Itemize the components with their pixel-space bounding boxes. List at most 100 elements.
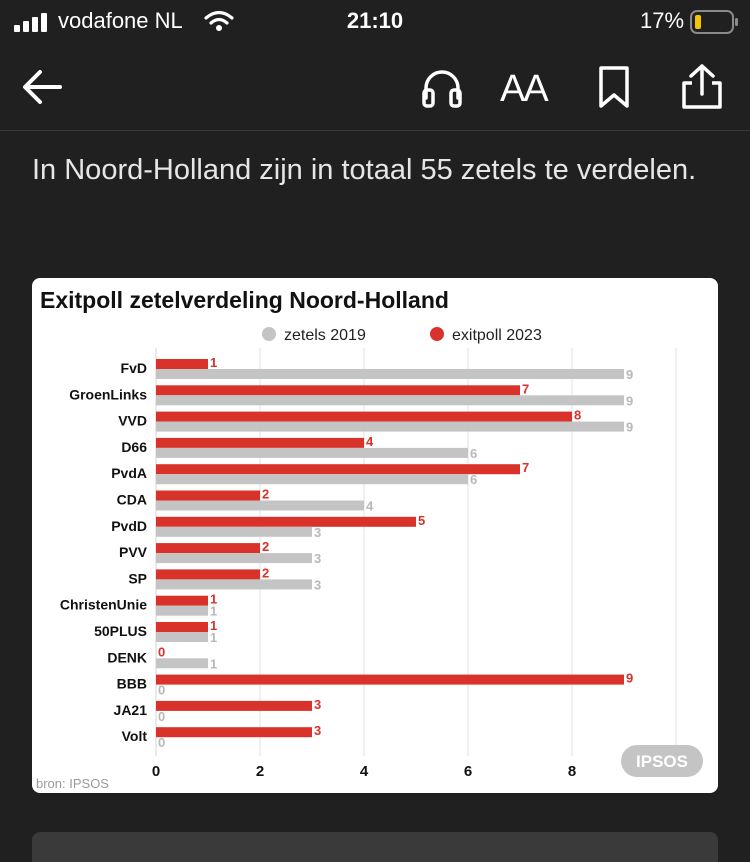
chart-legend: zetels 2019 exitpoll 2023 [262, 327, 542, 344]
bar-zetels-2019 [156, 500, 364, 511]
battery-icon [690, 10, 738, 34]
data-label-2023: 3 [314, 697, 321, 712]
carrier-label: vodafone NL [58, 8, 183, 33]
status-bar: vodafone NL 21:10 17% [0, 0, 750, 44]
category-labels: FvD GroenLinks VVD D66 PvdA CDA PvdD PVV SP Chris… [60, 360, 148, 744]
data-label-2019: 9 [626, 367, 633, 382]
data-label-2023: 5 [418, 513, 425, 528]
category-label: CDA [117, 492, 147, 508]
category-label: FvD [121, 360, 147, 376]
data-label-2023: 4 [366, 434, 374, 449]
x-tick-label: 6 [464, 763, 472, 780]
next-content-card[interactable] [32, 832, 718, 862]
bar-zetels-2019 [156, 605, 208, 616]
data-label-2023: 7 [522, 381, 529, 396]
article-paragraph: In Noord-Holland zijn in totaal 55 zetel… [32, 154, 697, 186]
bar-zetels-2019 [156, 632, 208, 642]
data-label-2023: 3 [314, 723, 321, 738]
category-label: PvdA [111, 465, 147, 481]
category-label: D66 [121, 439, 147, 455]
bar-exitpoll-2023 [156, 411, 572, 422]
data-label-2023: 1 [210, 618, 217, 633]
legend-marker [430, 327, 444, 341]
bar-exitpoll-2023 [156, 674, 624, 685]
category-label: DENK [107, 649, 147, 665]
category-label: PvdD [111, 518, 147, 534]
bar-zetels-2019 [156, 658, 208, 669]
data-label-2023: 2 [262, 539, 269, 554]
data-label-2019: 0 [158, 683, 165, 698]
bar-zetels-2019 [156, 526, 312, 537]
data-label-2019: 9 [626, 393, 633, 408]
chart-card: Exitpoll zetelverdeling Noord-Holland ze… [32, 278, 718, 793]
bar-exitpoll-2023 [156, 595, 208, 606]
category-label: VVD [118, 413, 147, 429]
legend-label: exitpoll 2023 [452, 327, 542, 344]
data-label-2019: 0 [158, 709, 165, 724]
legend-marker [262, 327, 276, 341]
data-label-2019: 3 [314, 525, 321, 540]
text-size-button[interactable]: AA [500, 62, 556, 112]
bar-exitpoll-2023 [156, 385, 520, 396]
text-size-label: AA [500, 68, 549, 110]
data-label-2023: 1 [210, 592, 217, 607]
bar-zetels-2019 [156, 395, 624, 406]
data-label-2019: 9 [626, 420, 633, 435]
x-tick-label: 2 [256, 763, 264, 780]
data-label-2023: 8 [574, 408, 581, 423]
chart-title: Exitpoll zetelverdeling Noord-Holland [40, 287, 449, 313]
bookmark-icon[interactable] [594, 62, 634, 112]
category-label: JA21 [114, 702, 148, 718]
share-icon[interactable] [678, 62, 726, 112]
bar-exitpoll-2023 [156, 622, 208, 632]
category-label: ChristenUnie [60, 597, 147, 613]
data-label-2019: 1 [210, 630, 217, 645]
bar-zetels-2019 [156, 553, 312, 564]
bar-exitpoll-2023 [156, 569, 260, 580]
data-label-2019: 3 [314, 551, 321, 566]
category-label: GroenLinks [69, 386, 147, 402]
bar-exitpoll-2023 [156, 727, 312, 738]
category-label: 50PLUS [94, 623, 147, 639]
bar-zetels-2019 [156, 447, 468, 458]
bar-exitpoll-2023 [156, 700, 312, 711]
data-label-2023: 1 [210, 355, 217, 370]
data-label-2023: 7 [522, 460, 529, 475]
data-label-2019: 1 [210, 604, 217, 619]
category-label: BBB [117, 676, 147, 692]
bar-exitpoll-2023 [156, 437, 364, 448]
ipsos-badge-label: IPSOS [636, 752, 688, 771]
data-label-2019: 4 [366, 499, 374, 514]
headphones-icon[interactable] [420, 62, 464, 112]
back-arrow-icon[interactable] [20, 62, 64, 112]
category-label: Volt [122, 728, 148, 744]
bar-zetels-2019 [156, 579, 312, 590]
data-label-2023: 9 [626, 671, 633, 686]
data-label-2023: 2 [262, 565, 269, 580]
data-label-2023: 2 [262, 487, 269, 502]
data-label-2019: 6 [470, 446, 477, 461]
x-tick-label: 8 [568, 763, 576, 780]
data-label-2019: 0 [158, 735, 165, 750]
data-label-2019: 3 [314, 577, 321, 592]
bar-exitpoll-2023 [156, 464, 520, 475]
bar-exitpoll-2023 [156, 490, 260, 501]
data-label-2019: 1 [210, 656, 217, 671]
signal-icon [14, 13, 47, 32]
x-tick-labels: 0 2 4 6 8 [152, 763, 576, 780]
bar-zetels-2019 [156, 474, 468, 485]
ipsos-badge: IPSOS [621, 745, 703, 777]
article-toolbar: AA [0, 50, 750, 131]
x-tick-label: 4 [360, 763, 369, 780]
data-label-2023: 0 [158, 644, 165, 659]
x-tick-label: 0 [152, 763, 160, 780]
seat-distribution-chart: Exitpoll zetelverdeling Noord-Holland ze… [36, 287, 703, 791]
bar-zetels-2019 [156, 369, 624, 379]
clock: 21:10 [346, 8, 404, 33]
source-label: bron: IPSOS [36, 776, 109, 791]
bar-exitpoll-2023 [156, 516, 416, 527]
category-label: PVV [119, 544, 148, 560]
wifi-icon [204, 10, 234, 31]
bar-exitpoll-2023 [156, 543, 260, 554]
